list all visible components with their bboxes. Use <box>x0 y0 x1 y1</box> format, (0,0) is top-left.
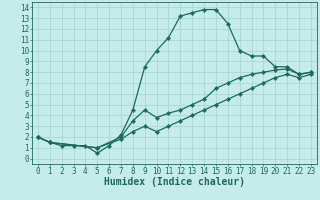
X-axis label: Humidex (Indice chaleur): Humidex (Indice chaleur) <box>104 177 245 187</box>
